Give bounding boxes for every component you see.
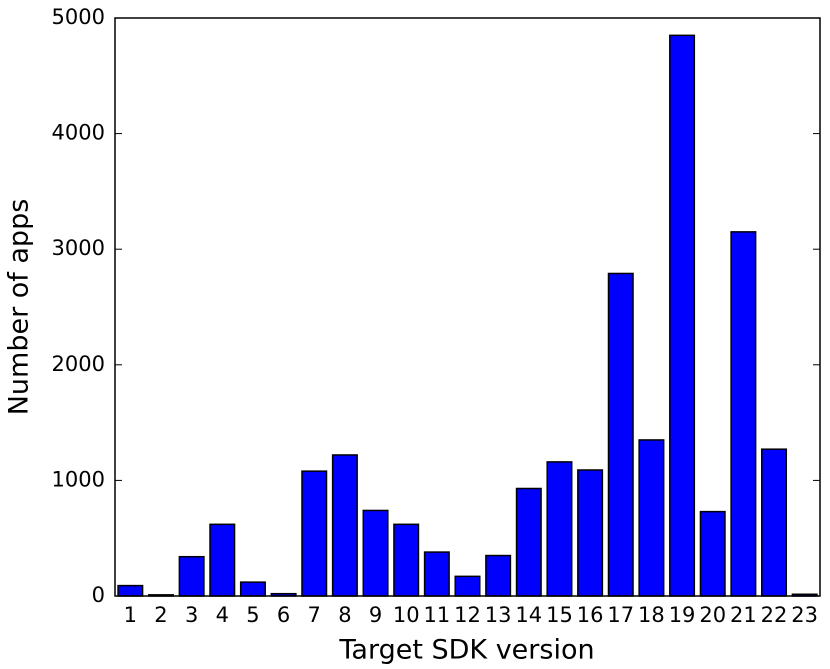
x-tick-label: 7 — [308, 603, 321, 627]
y-tick-label: 5000 — [52, 5, 105, 29]
x-axis-label: Target SDK version — [338, 635, 594, 666]
y-tick-label: 3000 — [52, 236, 105, 260]
x-tick-label: 18 — [638, 603, 665, 627]
x-tick-label: 4 — [216, 603, 229, 627]
bar — [577, 469, 604, 597]
bar — [423, 551, 450, 597]
bar — [669, 34, 696, 597]
bar — [546, 461, 573, 597]
x-tick-label: 3 — [185, 603, 198, 627]
x-tick-label: 17 — [607, 603, 634, 627]
bar — [730, 231, 757, 597]
x-tick-label: 21 — [730, 603, 757, 627]
x-tick-label: 23 — [791, 603, 818, 627]
x-tick-label: 13 — [485, 603, 512, 627]
y-tick-label: 4000 — [52, 121, 105, 145]
y-tick-label: 0 — [92, 583, 105, 607]
x-tick-label: 10 — [393, 603, 420, 627]
bar — [607, 272, 634, 597]
bar — [699, 510, 726, 597]
bar — [331, 454, 358, 597]
x-tick-label: 14 — [515, 603, 542, 627]
x-tick-label: 15 — [546, 603, 573, 627]
x-tick-label: 19 — [669, 603, 696, 627]
bar — [515, 487, 542, 597]
x-tick-label: 11 — [423, 603, 450, 627]
bar — [117, 584, 144, 597]
bar — [239, 581, 266, 597]
x-tick-label: 16 — [577, 603, 604, 627]
y-axis-label: Number of apps — [4, 199, 35, 416]
x-tick-label: 12 — [454, 603, 481, 627]
x-tick-label: 8 — [338, 603, 351, 627]
plot-frame — [114, 17, 821, 597]
y-tick-label: 1000 — [52, 467, 105, 491]
bar — [209, 523, 236, 597]
bar — [638, 439, 665, 597]
x-tick-label: 22 — [761, 603, 788, 627]
bar — [362, 509, 389, 597]
bar — [454, 575, 481, 597]
bar — [393, 523, 420, 597]
bar — [485, 554, 512, 597]
bar — [178, 555, 205, 597]
x-tick-label: 1 — [124, 603, 137, 627]
bar — [761, 448, 788, 597]
x-tick-label: 5 — [246, 603, 259, 627]
x-tick-label: 2 — [154, 603, 167, 627]
x-tick-label: 9 — [369, 603, 382, 627]
x-tick-label: 20 — [699, 603, 726, 627]
bar — [301, 470, 328, 597]
y-tick-label: 2000 — [52, 352, 105, 376]
x-tick-label: 6 — [277, 603, 290, 627]
